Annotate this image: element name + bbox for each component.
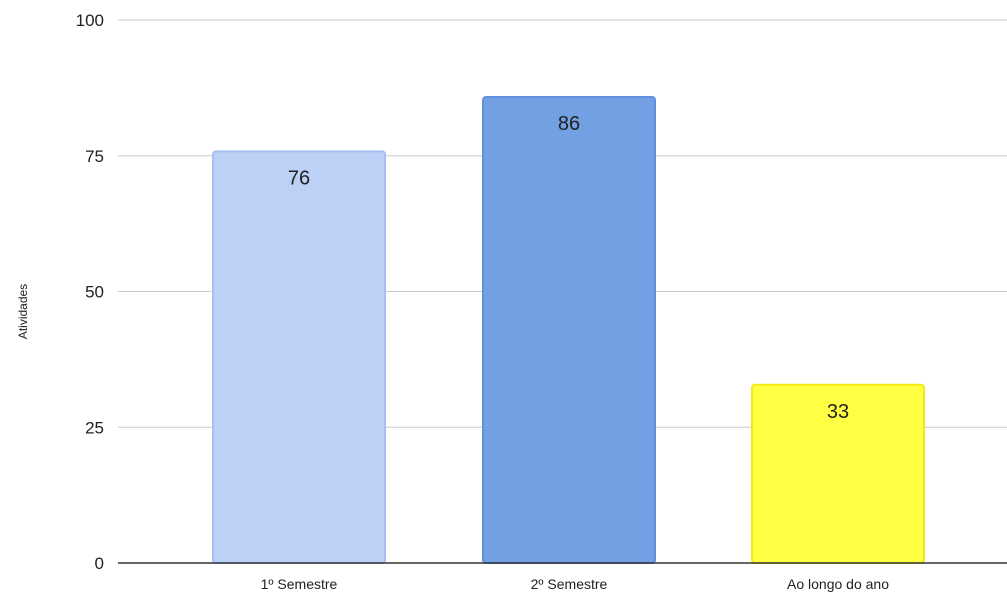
y-axis-tick-labels: 0 25 50 75 100 <box>76 11 104 573</box>
y-tick-label: 75 <box>85 147 104 166</box>
bar <box>212 150 386 564</box>
data-label: 33 <box>827 401 849 423</box>
y-tick-label: 0 <box>95 554 104 573</box>
data-label: 86 <box>558 113 580 135</box>
x-tick-label: 2º Semestre <box>531 576 608 592</box>
y-tick-label: 25 <box>85 418 104 437</box>
y-axis-label: Atividades <box>16 284 30 339</box>
data-label: 76 <box>288 167 310 189</box>
bars <box>212 96 925 565</box>
data-labels: 76 86 33 <box>288 113 849 423</box>
x-tick-label: Ao longo do ano <box>787 576 889 592</box>
x-tick-label: 1º Semestre <box>261 576 338 592</box>
x-axis-tick-labels: 1º Semestre 2º Semestre Ao longo do ano <box>261 576 890 592</box>
bar <box>482 96 656 565</box>
y-tick-label: 100 <box>76 11 104 30</box>
y-tick-label: 50 <box>85 283 104 302</box>
